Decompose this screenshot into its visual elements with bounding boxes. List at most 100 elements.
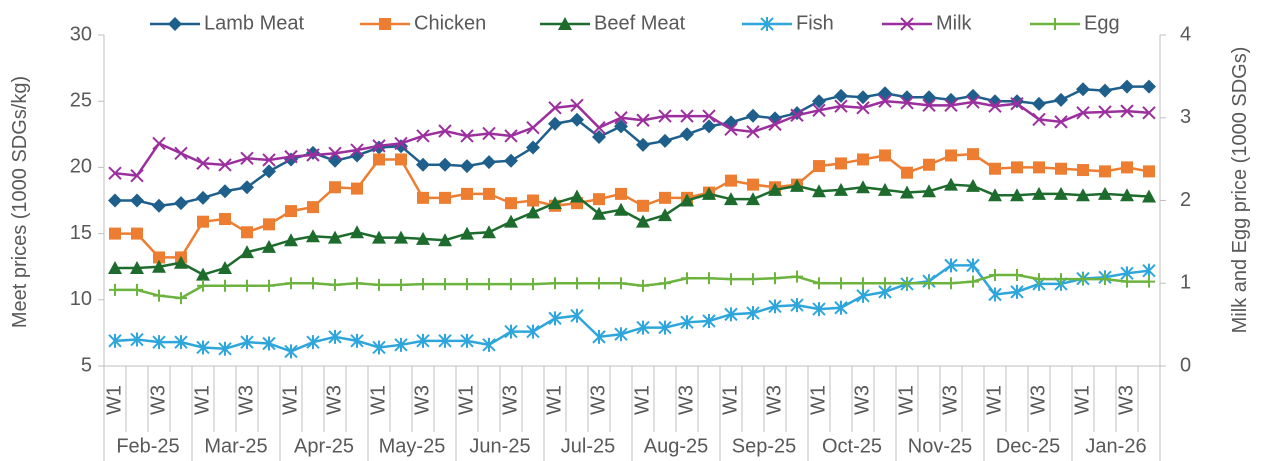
month-label: Apr-25 [294, 435, 354, 457]
marker-asterisk [944, 258, 958, 273]
marker-x [504, 129, 518, 143]
marker-plus [549, 277, 561, 290]
marker-diamond [240, 180, 254, 195]
y-tick-label: 5 [81, 354, 92, 376]
marker-diamond [812, 94, 826, 109]
marker-square [263, 218, 275, 231]
marker-plus [637, 279, 649, 292]
marker-x [548, 101, 562, 115]
marker-square [307, 201, 319, 214]
x-tick-label: W1 [455, 385, 477, 415]
marker-x [834, 99, 848, 113]
marker-triangle [680, 193, 694, 207]
marker-plus [219, 279, 231, 292]
marker-diamond [526, 140, 540, 155]
month-label: Mar-25 [204, 435, 267, 457]
marker-asterisk [196, 340, 210, 355]
y2-tick-label: 0 [1180, 354, 1191, 376]
marker-plus [967, 275, 979, 288]
marker-diamond [922, 90, 936, 105]
marker-x [988, 99, 1002, 113]
x-tick-label: W1 [895, 385, 917, 415]
marker-square [967, 148, 979, 161]
marker-diamond [680, 127, 694, 142]
marker-triangle [284, 233, 298, 247]
x-tick-label: W3 [763, 385, 785, 415]
marker-x [1010, 96, 1024, 111]
marker-square [945, 149, 957, 162]
marker-triangle [636, 214, 650, 228]
marker-triangle [944, 177, 958, 191]
marker-triangle [262, 239, 276, 253]
x-tick-label: W3 [235, 385, 257, 415]
legend-label: Chicken [414, 12, 486, 34]
marker-square [1055, 162, 1067, 175]
marker-plus [285, 277, 297, 290]
marker-plus [153, 289, 165, 302]
marker-asterisk [790, 298, 804, 313]
marker-x [460, 129, 474, 143]
marker-plus [725, 273, 737, 286]
month-label: Dec-25 [996, 435, 1060, 457]
marker-asterisk [460, 333, 474, 348]
marker-plus [241, 279, 253, 292]
marker-diamond [1142, 79, 1156, 94]
x-tick-label: W3 [851, 385, 873, 415]
marker-asterisk [812, 302, 826, 317]
marker-plus [1055, 273, 1067, 286]
marker-diamond [328, 153, 342, 168]
marker-plus [1121, 275, 1133, 288]
marker-diamond [416, 157, 430, 172]
marker-plus [175, 292, 187, 305]
marker-asterisk [988, 287, 1002, 302]
marker-asterisk [680, 315, 694, 330]
marker-triangle [558, 17, 572, 30]
month-label: Jul-25 [561, 435, 615, 457]
y-tick-label: 10 [70, 288, 92, 310]
marker-triangle [746, 192, 760, 206]
marker-asterisk [174, 335, 188, 350]
marker-x [350, 143, 364, 157]
marker-plus [505, 278, 517, 291]
marker-diamond [592, 129, 606, 144]
marker-plus [989, 268, 1001, 281]
marker-plus [879, 277, 891, 290]
marker-x [878, 94, 892, 108]
marker-x [372, 139, 386, 153]
marker-triangle [438, 233, 452, 247]
x-tick-label: W1 [719, 385, 741, 415]
marker-asterisk [482, 337, 496, 352]
month-label: Oct-25 [822, 435, 882, 457]
legend-label: Egg [1084, 12, 1120, 34]
marker-triangle [812, 184, 826, 198]
y-tick-label: 20 [70, 156, 92, 178]
marker-plus [571, 277, 583, 290]
marker-square [505, 197, 517, 210]
marker-square [285, 205, 297, 218]
x-tick-label: W1 [367, 385, 389, 415]
marker-triangle [306, 229, 320, 243]
marker-triangle [482, 225, 496, 239]
marker-diamond [944, 92, 958, 107]
marker-asterisk [240, 335, 254, 350]
marker-asterisk [306, 335, 320, 350]
marker-triangle [988, 188, 1002, 202]
marker-asterisk [372, 340, 386, 355]
marker-diamond [482, 155, 496, 170]
marker-diamond [658, 133, 672, 148]
marker-square [1099, 165, 1111, 178]
marker-triangle [1120, 188, 1134, 202]
marker-diamond [460, 159, 474, 174]
x-tick-label: W3 [939, 385, 961, 415]
marker-x [328, 146, 342, 161]
marker-diamond [1076, 82, 1090, 97]
marker-triangle [460, 226, 474, 240]
marker-plus [461, 278, 473, 291]
marker-plus [1143, 275, 1155, 288]
marker-asterisk [570, 308, 584, 323]
marker-triangle [878, 182, 892, 196]
marker-triangle [900, 185, 914, 199]
marker-asterisk [1010, 284, 1024, 299]
marker-x [922, 98, 936, 113]
series-line [114, 99, 1150, 178]
